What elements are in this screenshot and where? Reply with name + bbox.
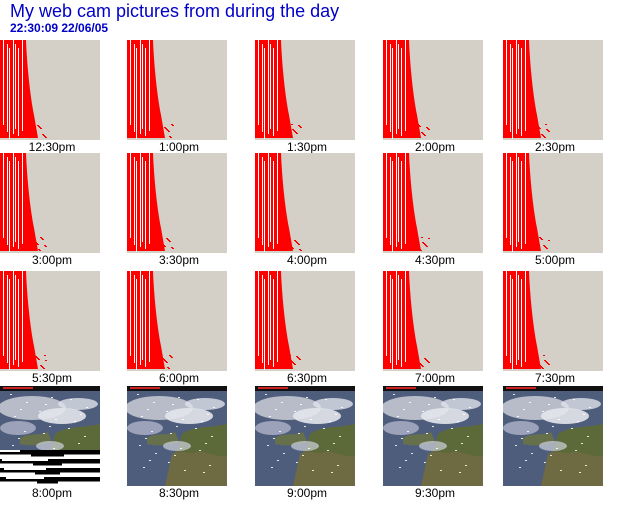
webcam-cell: 8:00pm [0,386,104,500]
satellite-image [0,386,100,486]
webcam-cell: 5:30pm [0,271,104,385]
webcam-image [503,40,603,140]
webcam-cell: 3:00pm [0,153,104,267]
image-caption: 4:00pm [286,253,328,267]
webcam-cell: 4:30pm [383,153,487,267]
webcam-cell: 2:30pm [503,40,607,154]
image-caption: 9:30pm [414,486,456,500]
image-caption: 2:00pm [414,140,456,154]
satellite-image [255,386,355,486]
webcam-image [0,153,100,253]
image-caption: 8:00pm [31,486,73,500]
webcam-image [127,40,227,140]
webcam-cell: 6:30pm [255,271,359,385]
webcam-cell: 5:00pm [503,153,607,267]
satellite-image [503,386,603,486]
webcam-image [503,153,603,253]
timestamp: 22:30:09 22/06/05 [10,21,109,35]
webcam-image [127,271,227,371]
webcam-image [255,271,355,371]
webcam-image [0,271,100,371]
page-title: My web cam pictures from during the day [10,1,340,21]
image-caption: 7:30pm [534,371,576,385]
image-caption: 2:30pm [534,140,576,154]
webcam-cell: 9:00pm [255,386,359,500]
webcam-cell: 4:00pm [255,153,359,267]
webcam-cell: 1:00pm [127,40,231,154]
webcam-cell: 8:30pm [127,386,231,500]
satellite-image [127,386,227,486]
webcam-image [383,40,483,140]
webcam-image [383,153,483,253]
webcam-cell: 7:30pm [503,271,607,385]
image-caption: 6:00pm [158,371,200,385]
satellite-image [383,386,483,486]
webcam-image [0,40,100,140]
image-caption: 9:00pm [286,486,328,500]
webcam-cell: 1:30pm [255,40,359,154]
webcam-image [127,153,227,253]
webcam-cell [503,386,607,486]
webcam-cell: 2:00pm [383,40,487,154]
webcam-cell: 9:30pm [383,386,487,500]
image-caption: 1:00pm [158,140,200,154]
image-caption: 5:00pm [534,253,576,267]
image-caption: 3:30pm [158,253,200,267]
webcam-image [255,153,355,253]
webcam-image [255,40,355,140]
image-caption: 12:30pm [28,140,76,154]
webcam-cell: 12:30pm [0,40,104,154]
webcam-image [383,271,483,371]
image-caption: 6:30pm [286,371,328,385]
image-caption: 7:00pm [414,371,456,385]
image-caption: 4:30pm [414,253,456,267]
webcam-cell: 3:30pm [127,153,231,267]
image-caption: 1:30pm [286,140,328,154]
webcam-cell: 7:00pm [383,271,487,385]
image-caption: 3:00pm [31,253,73,267]
image-caption: 8:30pm [158,486,200,500]
webcam-image [503,271,603,371]
image-caption: 5:30pm [31,371,73,385]
webcam-cell: 6:00pm [127,271,231,385]
